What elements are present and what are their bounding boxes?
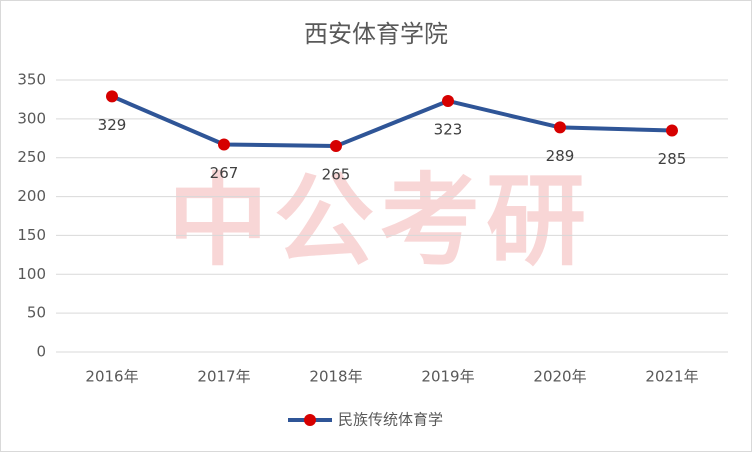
x-tick-label: 2019年 <box>421 368 474 386</box>
legend-marker <box>304 414 316 426</box>
data-point <box>330 140 342 153</box>
data-label: 289 <box>546 147 575 165</box>
y-tick-label: 250 <box>17 148 46 166</box>
data-label: 285 <box>658 150 687 168</box>
y-tick-label: 150 <box>17 226 46 244</box>
x-tick-label: 2017年 <box>197 368 250 386</box>
data-label: 323 <box>434 120 463 138</box>
y-tick-label: 200 <box>17 187 46 205</box>
data-label: 329 <box>98 116 127 134</box>
data-point <box>666 124 678 137</box>
chart-title: 西安体育学院 <box>304 20 448 48</box>
series-line <box>111 94 673 149</box>
data-point <box>218 138 230 151</box>
x-tick-label: 2021年 <box>645 368 698 386</box>
y-tick-label: 300 <box>17 109 46 127</box>
x-tick-label: 2018年 <box>309 368 362 386</box>
y-tick-label: 100 <box>17 265 46 283</box>
data-label: 267 <box>210 164 239 182</box>
data-point <box>442 94 454 107</box>
legend-label: 民族传统体育学 <box>338 411 443 429</box>
y-tick-label: 350 <box>17 71 46 89</box>
y-tick-label: 50 <box>27 304 46 322</box>
y-tick-label: 0 <box>36 343 46 361</box>
data-point <box>554 121 566 134</box>
watermark: 中公考研 <box>168 162 592 279</box>
x-tick-label: 2020年 <box>533 368 586 386</box>
data-point <box>106 90 118 103</box>
x-tick-label: 2016年 <box>85 368 138 386</box>
data-label: 265 <box>322 166 351 184</box>
